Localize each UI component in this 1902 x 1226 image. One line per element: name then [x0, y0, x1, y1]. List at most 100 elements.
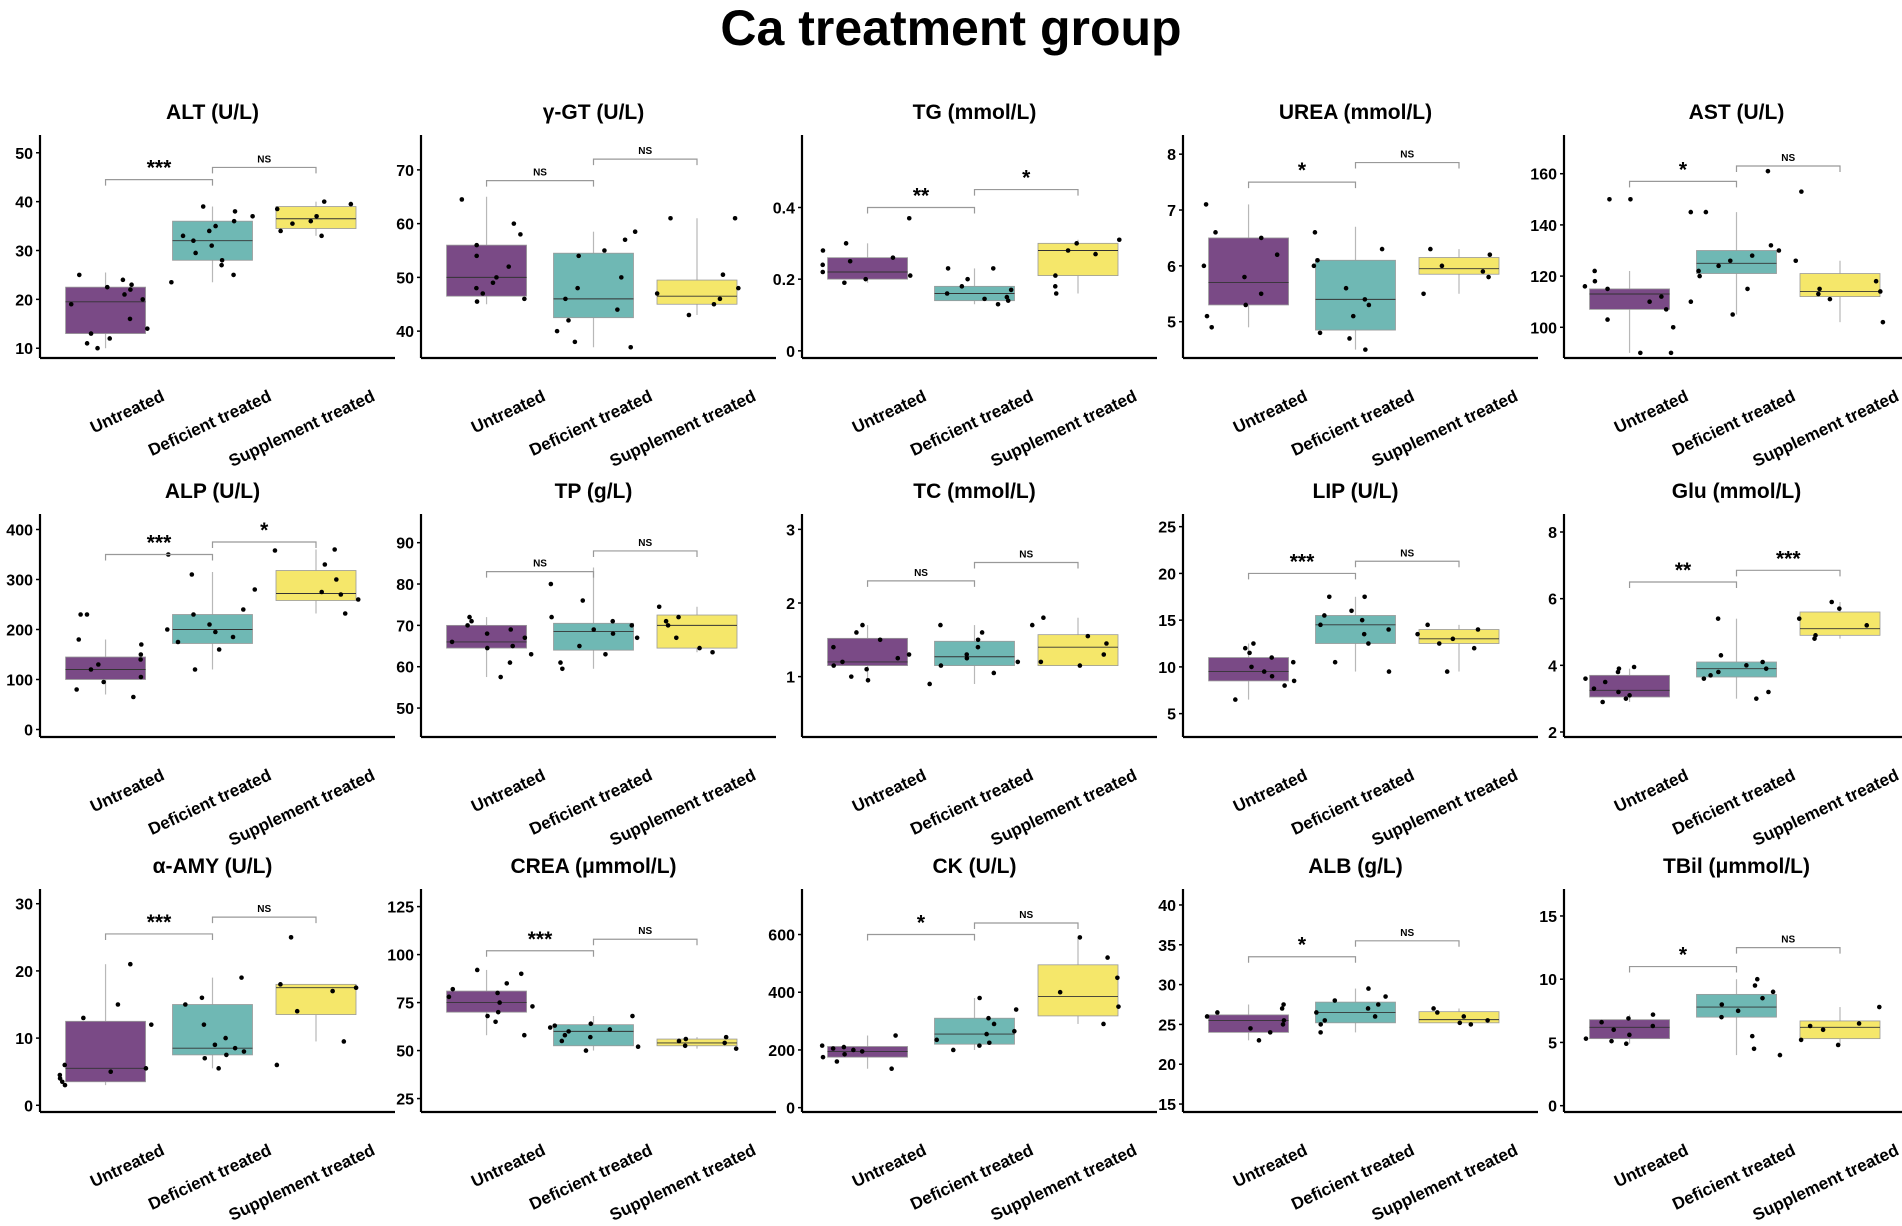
- comparison-bracket: NS: [973, 549, 1079, 569]
- data-point: [1760, 659, 1765, 665]
- data-point: [1716, 669, 1721, 675]
- data-point: [711, 301, 717, 307]
- data-point: [987, 1040, 992, 1046]
- data-point: [1623, 696, 1629, 701]
- data-point: [216, 1066, 221, 1071]
- data-point: [975, 644, 981, 650]
- data-point: [733, 1046, 739, 1051]
- data-point: [820, 248, 826, 253]
- box-group: [1418, 246, 1500, 297]
- data-point: [1605, 317, 1610, 322]
- data-point: [840, 659, 845, 665]
- data-point: [1052, 284, 1058, 289]
- comparison-bracket: NS: [592, 538, 698, 557]
- y-tick-label: 50: [396, 1044, 414, 1061]
- bracket-line: [1735, 569, 1841, 577]
- data-point: [239, 975, 244, 980]
- y-tick-label: 35: [1158, 938, 1176, 955]
- data-point: [710, 649, 715, 655]
- data-point: [1077, 663, 1083, 668]
- data-point: [1343, 285, 1349, 291]
- data-point: [975, 637, 981, 643]
- box-group: [827, 622, 912, 683]
- data-point: [549, 614, 554, 620]
- data-point: [1350, 313, 1356, 319]
- box: [553, 252, 634, 319]
- data-point: [1444, 669, 1450, 674]
- data-point: [563, 296, 568, 302]
- data-point: [1332, 659, 1338, 665]
- bracket-line: [592, 550, 698, 557]
- data-point: [906, 652, 912, 657]
- data-point: [1269, 673, 1275, 679]
- data-point: [200, 204, 206, 209]
- data-point: [84, 612, 90, 617]
- panel-title: TG (mmol/L): [913, 101, 1037, 124]
- y-tick-label: 20: [15, 292, 33, 309]
- data-point: [1754, 976, 1760, 982]
- data-point: [1281, 1018, 1287, 1023]
- data-point: [1696, 268, 1701, 274]
- data-point: [1611, 1027, 1617, 1033]
- data-point: [907, 273, 913, 278]
- data-point: [209, 243, 215, 248]
- bracket-line: [211, 541, 317, 548]
- chart-panel: α-AMY (U/L)0102030***NSUntreatedDeficien…: [15, 855, 395, 1225]
- data-point: [720, 272, 726, 277]
- data-point: [863, 276, 868, 282]
- data-point: [860, 622, 865, 628]
- data-point: [1880, 319, 1886, 325]
- bracket-line: [866, 580, 976, 587]
- data-point: [1793, 258, 1799, 264]
- data-point: [547, 1025, 553, 1030]
- box-group: [656, 604, 738, 655]
- data-point: [842, 280, 847, 286]
- data-point: [995, 301, 1001, 307]
- comparison-bracket: *: [866, 912, 976, 941]
- significance-label: ***: [147, 157, 172, 180]
- data-point: [1688, 209, 1694, 215]
- data-point: [1383, 994, 1388, 999]
- data-point: [88, 667, 94, 672]
- data-point: [1386, 669, 1392, 674]
- x-tick-label: Untreated: [849, 765, 929, 816]
- bracket-line: [1247, 181, 1357, 189]
- data-point: [1203, 202, 1209, 207]
- significance-label: *: [1679, 944, 1688, 967]
- data-point: [1719, 1002, 1725, 1007]
- significance-label: *: [1022, 167, 1031, 190]
- box-group: [1315, 594, 1396, 674]
- data-point: [1744, 663, 1749, 668]
- box: [656, 614, 738, 649]
- data-point: [1486, 274, 1491, 280]
- data-point: [865, 678, 871, 683]
- comparison-bracket: *: [211, 519, 317, 548]
- data-point: [1798, 1037, 1804, 1043]
- panel-title: Glu (mmol/L): [1672, 480, 1802, 503]
- data-point: [76, 272, 82, 278]
- box-group: [65, 612, 146, 700]
- data-point: [510, 643, 516, 649]
- data-point: [95, 345, 100, 351]
- y-tick-label: 0: [24, 723, 33, 740]
- y-tick-label: 0: [786, 1101, 795, 1118]
- data-point: [1005, 298, 1011, 303]
- significance-label: ***: [147, 532, 172, 555]
- data-point: [1592, 268, 1597, 274]
- significance-label: NS: [257, 904, 271, 915]
- data-point: [1468, 1022, 1474, 1027]
- data-point: [330, 988, 335, 994]
- box: [446, 244, 527, 297]
- data-point: [1105, 955, 1110, 960]
- panel-title: TP (g/L): [555, 480, 633, 503]
- y-tick-label: 40: [396, 324, 414, 341]
- data-point: [1616, 689, 1621, 695]
- data-point: [1471, 645, 1477, 651]
- panel-title: CREA (μmmol/L): [510, 855, 676, 878]
- comparison-bracket: NS: [866, 568, 976, 587]
- y-tick-label: 400: [768, 985, 795, 1002]
- box-group: [1204, 1002, 1289, 1043]
